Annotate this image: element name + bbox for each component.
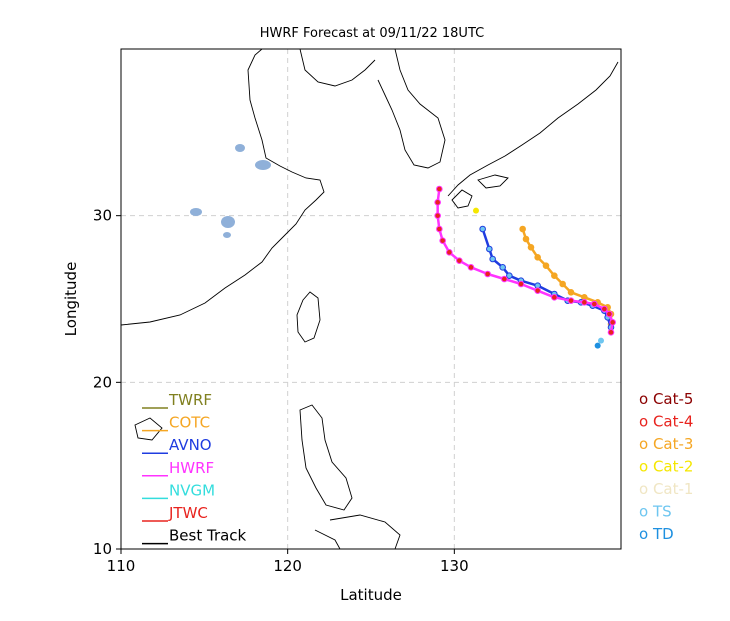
- category-legend: o Cat-5 o Cat-4 o Cat-3 o Cat-2 o Cat-1 o TS o…: [639, 390, 693, 543]
- legend-label-6: Best Track: [169, 527, 247, 545]
- y-axis-label: Longitude: [62, 262, 80, 337]
- x-tick-label-0: 110: [107, 557, 136, 575]
- track-point-hwrf-4: [591, 300, 598, 308]
- track-point-hwrf-12: [467, 264, 475, 271]
- track-point-cotc-12: [519, 225, 526, 233]
- track-point-hwrf-3: [601, 305, 608, 313]
- legend-label-2: AVNO: [169, 436, 212, 454]
- category-label-0: o Cat-5: [639, 390, 693, 408]
- extra-point-1: [594, 342, 601, 349]
- track-point-cotc-9: [534, 254, 541, 261]
- category-label-2: o Cat-3: [639, 435, 693, 453]
- track-point-cotc-8: [542, 262, 550, 269]
- track-point-avno-11: [489, 255, 496, 263]
- category-label-4: o Cat-1: [639, 480, 693, 498]
- track-point-hwrf-9: [517, 280, 525, 288]
- track-point-cotc-6: [559, 280, 566, 288]
- chart-title: HWRF Forecast at 09/11/22 18UTC: [260, 26, 484, 41]
- track-point-hwrf-1: [609, 319, 616, 326]
- track-point-hwrf-15: [439, 237, 446, 244]
- lakes: [190, 144, 271, 238]
- track-point-cotc-11: [522, 235, 530, 243]
- legend-label-0: TWRF: [168, 391, 212, 409]
- track-point-hwrf-14: [446, 249, 453, 256]
- category-label-5: o TS: [639, 503, 672, 521]
- category-label-3: o Cat-2: [639, 458, 693, 476]
- track-point-cotc-7: [551, 272, 558, 279]
- track-point-hwrf-17: [434, 212, 441, 219]
- plot-area: [121, 49, 621, 549]
- grid-lines: [121, 49, 621, 549]
- legend-label-5: JTWC: [168, 504, 208, 522]
- track-point-hwrf-18: [434, 199, 441, 206]
- track-point-hwrf-6: [567, 297, 575, 304]
- legend: TWRF COTC AVNO HWRF NVGM JTWC Best Track: [142, 391, 247, 545]
- extra-point-2: [598, 337, 604, 344]
- extra-point-0: [473, 207, 479, 214]
- legend-label-3: HWRF: [169, 459, 214, 477]
- x-tick-label-2: 130: [440, 557, 469, 575]
- x-axis-label: Latitude: [340, 586, 402, 604]
- x-tick-label-1: 120: [273, 557, 302, 575]
- track-point-cotc-10: [527, 244, 535, 251]
- y-tick-label-1: 20: [93, 373, 112, 391]
- track-point-hwrf-0: [607, 329, 615, 336]
- track-point-cotc-5: [567, 289, 575, 296]
- track-point-avno-9: [506, 272, 513, 279]
- track-point-hwrf-13: [456, 257, 463, 264]
- track-point-avno-13: [479, 225, 486, 233]
- category-label-1: o Cat-4: [639, 413, 693, 431]
- track-point-hwrf-5: [581, 299, 588, 306]
- axis-ticks: 110 120 130 10 20 30: [93, 207, 469, 575]
- track-point-avno-12: [486, 245, 493, 253]
- y-tick-label-0: 10: [93, 540, 112, 558]
- y-tick-label-2: 30: [93, 207, 112, 225]
- track-point-hwrf-16: [436, 225, 443, 233]
- coastlines: [121, 49, 619, 549]
- plot-frame: [120, 48, 622, 550]
- legend-label-1: COTC: [169, 414, 210, 432]
- track-point-hwrf-19: [436, 185, 443, 193]
- track-point-hwrf-10: [501, 275, 508, 283]
- track-point-hwrf-11: [484, 270, 491, 278]
- forecast-tracks: [434, 185, 616, 349]
- track-point-avno-10: [499, 264, 506, 271]
- track-point-hwrf-7: [551, 294, 558, 301]
- legend-label-4: NVGM: [169, 481, 215, 499]
- category-label-6: o TD: [639, 525, 674, 543]
- track-point-hwrf-8: [534, 287, 541, 294]
- track-point-hwrf-2: [606, 310, 613, 318]
